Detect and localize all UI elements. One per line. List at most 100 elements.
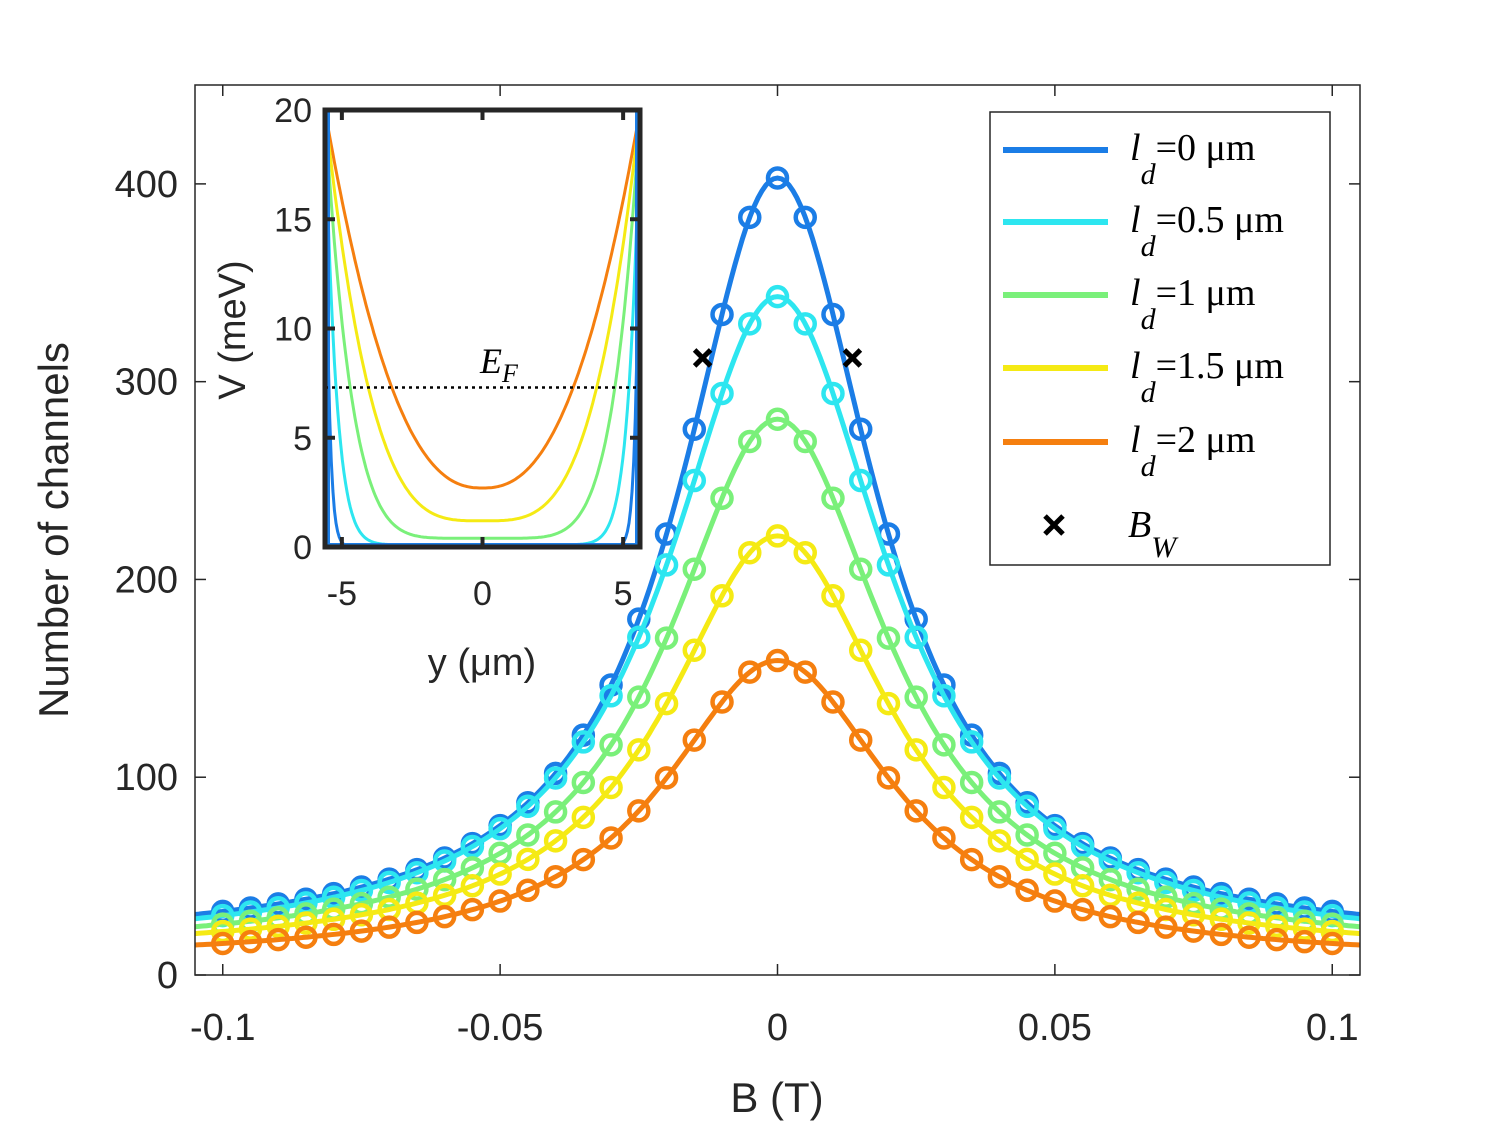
data-point-2 xyxy=(1126,877,1150,901)
inset-series-line-4 xyxy=(323,109,642,490)
data-point-4 xyxy=(266,927,290,952)
data-point-1 xyxy=(1015,794,1039,819)
data-point-1 xyxy=(516,794,540,819)
data-point-2 xyxy=(1098,867,1123,892)
data-point-2 xyxy=(793,429,817,454)
data-point-1 xyxy=(682,468,707,493)
data-point-4 xyxy=(571,847,596,872)
inset-x-tick-label: 5 xyxy=(614,575,633,613)
data-point-4 xyxy=(1098,904,1123,929)
data-point-1 xyxy=(571,730,596,754)
inset-y-tick-label: 0 xyxy=(293,529,312,567)
data-point-4 xyxy=(349,919,374,943)
data-point-1 xyxy=(793,312,817,336)
data-point-1 xyxy=(349,878,374,903)
data-point-4 xyxy=(1292,929,1317,954)
data-point-4 xyxy=(516,878,540,903)
data-point-0 xyxy=(682,417,707,441)
data-point-4 xyxy=(932,826,956,850)
main-curves xyxy=(194,166,1361,956)
inset-x-axis-title: y (μm) xyxy=(428,642,536,684)
legend-label: ld=0.5 μm xyxy=(1130,199,1284,263)
legend-bw-label: BW xyxy=(1128,504,1179,564)
data-point-3 xyxy=(793,540,817,565)
data-point-2 xyxy=(959,770,984,795)
legend-label: ld=2 μm xyxy=(1130,419,1255,483)
data-point-2 xyxy=(543,800,568,824)
data-point-3 xyxy=(460,874,485,898)
y-tick-label: 400 xyxy=(115,164,178,206)
data-point-1 xyxy=(1154,870,1178,895)
inset-y-tick-label: 5 xyxy=(293,420,312,458)
data-point-1 xyxy=(405,860,429,885)
data-point-1 xyxy=(821,381,845,406)
bw-marker xyxy=(842,348,863,368)
data-point-4 xyxy=(1126,910,1150,935)
data-point-1 xyxy=(543,766,568,790)
data-point-4 xyxy=(959,847,984,872)
x-tick-label: 0.05 xyxy=(1018,1007,1092,1049)
data-point-0 xyxy=(821,302,845,327)
inset-y-tick-label: 15 xyxy=(274,201,312,239)
inset-x-tick-label: 0 xyxy=(473,575,492,613)
data-point-2 xyxy=(738,429,762,454)
series-line-4 xyxy=(194,657,1361,948)
data-point-4 xyxy=(405,910,429,935)
data-point-3 xyxy=(932,775,956,800)
data-point-3 xyxy=(294,911,318,935)
series-line-2 xyxy=(194,416,1361,930)
data-point-0 xyxy=(848,417,873,441)
legend-bw-swatch xyxy=(1043,514,1065,536)
data-point-2 xyxy=(627,685,651,709)
y-tick-label: 100 xyxy=(115,757,178,799)
data-point-4 xyxy=(904,799,928,823)
inset-series-line-3 xyxy=(323,109,642,523)
data-point-2 xyxy=(710,486,734,510)
data-point-3 xyxy=(627,738,651,762)
data-point-3 xyxy=(904,738,928,762)
x-tick-label: 0.1 xyxy=(1306,1007,1359,1049)
data-point-3 xyxy=(238,917,263,941)
data-point-4 xyxy=(1209,922,1234,947)
data-point-1 xyxy=(738,312,762,336)
data-point-4 xyxy=(321,922,346,947)
data-point-3 xyxy=(1043,862,1067,886)
legend-label: ld=1.5 μm xyxy=(1130,345,1284,409)
data-point-1 xyxy=(710,381,734,406)
data-point-3 xyxy=(654,691,679,716)
data-point-1 xyxy=(1126,860,1150,885)
data-point-4 xyxy=(738,660,762,684)
data-point-4 xyxy=(987,864,1012,889)
legend: ld=0 μm ld=0.5 μm ld=1 μm ld=1.5 μm ld=2 μm B… xyxy=(989,111,1331,566)
data-point-2 xyxy=(654,626,679,650)
data-point-2 xyxy=(932,733,956,757)
data-point-3 xyxy=(1209,907,1234,932)
data-point-2 xyxy=(848,557,873,581)
data-point-3 xyxy=(987,829,1012,853)
data-point-3 xyxy=(959,805,984,830)
data-point-4 xyxy=(460,897,485,922)
data-point-1 xyxy=(987,766,1012,790)
bw-marker xyxy=(692,348,713,368)
legend-label: ld=0 μm xyxy=(1130,127,1255,191)
data-point-4 xyxy=(654,766,679,790)
x-tick-label: -0.05 xyxy=(457,1007,544,1049)
data-point-1 xyxy=(377,870,401,895)
legend-entries: ld=0 μm ld=0.5 μm ld=1 μm ld=1.5 μm ld=2 μm B… xyxy=(1003,127,1284,564)
data-point-2 xyxy=(987,800,1012,824)
data-point-4 xyxy=(238,929,263,954)
data-point-1 xyxy=(599,684,623,708)
inset-ticks: -5 0 5 0 5 10 15 20 xyxy=(274,92,640,613)
fermi-energy-label: EF xyxy=(479,341,519,388)
data-point-2 xyxy=(904,685,928,709)
data-point-4 xyxy=(793,660,817,684)
data-point-4 xyxy=(1015,878,1039,903)
data-point-3 xyxy=(516,847,540,872)
y-tick-label: 200 xyxy=(115,559,178,601)
data-point-4 xyxy=(294,925,318,949)
data-point-4 xyxy=(1070,897,1095,922)
data-point-3 xyxy=(1070,874,1095,898)
data-point-3 xyxy=(599,775,623,800)
